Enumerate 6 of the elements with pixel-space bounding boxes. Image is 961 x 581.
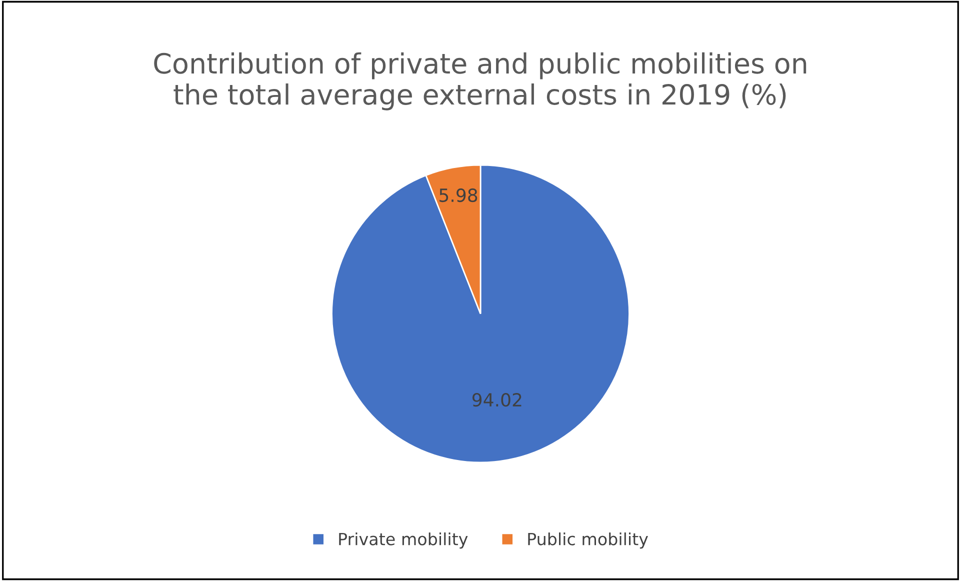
data-label: 5.98 — [440, 188, 478, 202]
data-label: 94.02 — [472, 392, 522, 407]
chart-title: Contribution of private and public mobilities on the total average external costs in 2019 (%) — [154, 52, 806, 110]
legend-label: Public mobility — [528, 532, 648, 549]
pie-slice — [331, 164, 630, 464]
legend-label: Private mobility — [339, 532, 468, 549]
